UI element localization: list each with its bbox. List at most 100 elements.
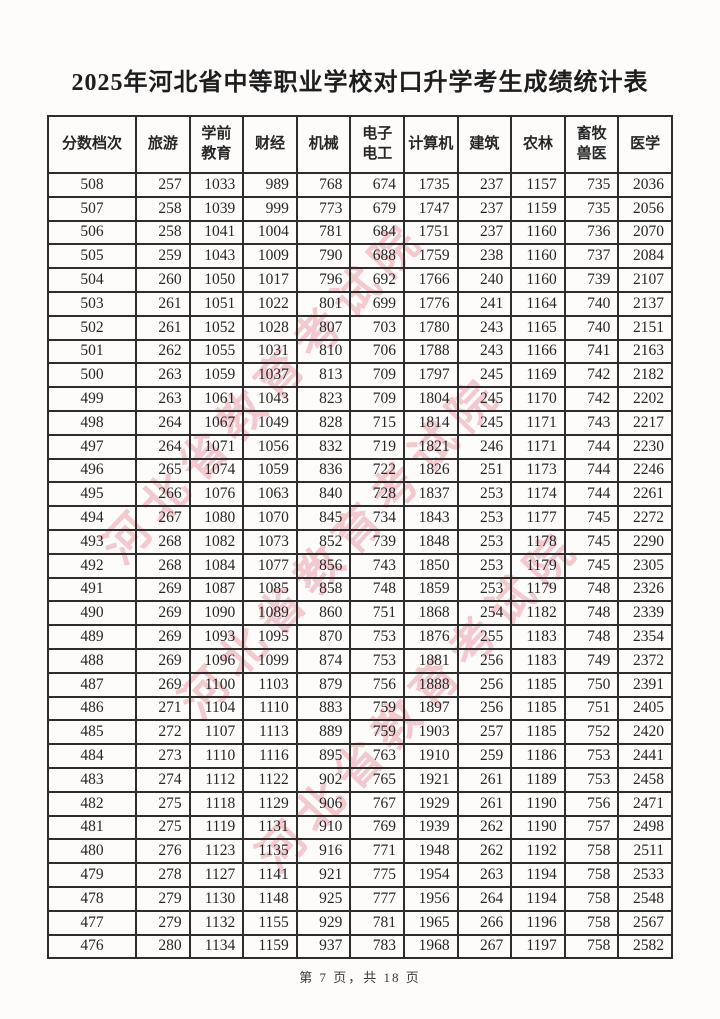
count-cell: 1004 bbox=[242, 219, 298, 246]
count-cell: 2272 bbox=[617, 505, 673, 531]
score-level-cell: 485 bbox=[47, 719, 138, 746]
count-cell: 1160 bbox=[510, 219, 566, 246]
count-cell: 828 bbox=[295, 409, 352, 436]
count-cell: 722 bbox=[349, 457, 405, 484]
count-cell: 1017 bbox=[242, 267, 298, 293]
count-cell: 773 bbox=[295, 195, 352, 222]
count-cell: 801 bbox=[295, 290, 352, 317]
count-cell: 275 bbox=[135, 814, 191, 841]
count-cell: 1174 bbox=[510, 481, 566, 508]
count-cell: 1183 bbox=[510, 647, 566, 674]
count-cell: 874 bbox=[295, 647, 352, 674]
count-cell: 921 bbox=[295, 862, 352, 888]
count-cell: 241 bbox=[456, 290, 513, 317]
table-row: 508 257 1033 989 768 674 1735 237 1157 735 2036 bbox=[47, 172, 673, 198]
count-cell: 251 bbox=[456, 457, 513, 484]
count-cell: 1876 bbox=[403, 624, 459, 650]
count-cell: 1070 bbox=[242, 505, 298, 531]
count-cell: 2202 bbox=[617, 386, 673, 412]
table-row: 484 273 1110 1116 895 763 1910 259 1186 753 2441 bbox=[47, 743, 673, 769]
count-cell: 832 bbox=[295, 433, 352, 460]
count-cell: 759 bbox=[349, 719, 405, 746]
table-row: 502 261 1052 1028 807 703 1780 243 1165 740 2151 bbox=[47, 314, 673, 341]
count-cell: 763 bbox=[349, 743, 405, 769]
column-header: 分数档次 bbox=[47, 115, 138, 174]
count-cell: 1112 bbox=[188, 766, 245, 793]
count-cell: 266 bbox=[135, 481, 191, 508]
score-level-cell: 500 bbox=[47, 362, 138, 389]
count-cell: 253 bbox=[456, 481, 513, 508]
count-cell: 753 bbox=[349, 624, 405, 650]
count-cell: 845 bbox=[295, 505, 352, 531]
count-cell: 1085 bbox=[242, 576, 298, 603]
count-cell: 262 bbox=[135, 338, 191, 365]
count-cell: 1939 bbox=[403, 814, 459, 841]
count-cell: 268 bbox=[135, 552, 191, 579]
score-level-cell: 501 bbox=[47, 338, 138, 365]
score-level-cell: 493 bbox=[47, 528, 138, 555]
score-level-cell: 482 bbox=[47, 790, 138, 817]
score-level-cell: 499 bbox=[47, 386, 138, 412]
count-cell: 1103 bbox=[242, 671, 298, 698]
count-cell: 910 bbox=[295, 814, 352, 841]
score-level-cell: 481 bbox=[47, 814, 138, 841]
count-cell: 1056 bbox=[242, 433, 298, 460]
count-cell: 889 bbox=[295, 719, 352, 746]
table-row: 494 267 1080 1070 845 734 1843 253 1177 745 2272 bbox=[47, 505, 673, 531]
count-cell: 674 bbox=[349, 172, 405, 198]
count-cell: 765 bbox=[349, 766, 405, 793]
count-cell: 1110 bbox=[188, 743, 245, 769]
table-row: 500 263 1059 1037 813 709 1797 245 1169 742 2182 bbox=[47, 362, 673, 389]
count-cell: 1157 bbox=[510, 172, 566, 198]
count-cell: 1850 bbox=[403, 552, 459, 579]
score-level-cell: 487 bbox=[47, 671, 138, 698]
count-cell: 272 bbox=[135, 719, 191, 746]
count-cell: 728 bbox=[349, 481, 405, 508]
column-header: 建筑 bbox=[456, 115, 513, 174]
count-cell: 246 bbox=[456, 433, 513, 460]
count-cell: 1797 bbox=[403, 362, 459, 389]
count-cell: 709 bbox=[349, 386, 405, 412]
count-cell: 1814 bbox=[403, 409, 459, 436]
count-cell: 2163 bbox=[617, 338, 673, 365]
count-cell: 256 bbox=[456, 647, 513, 674]
count-cell: 758 bbox=[563, 862, 620, 888]
count-cell: 1165 bbox=[510, 314, 566, 341]
count-cell: 271 bbox=[135, 695, 191, 722]
count-cell: 757 bbox=[563, 814, 620, 841]
count-cell: 767 bbox=[349, 790, 405, 817]
count-cell: 2441 bbox=[617, 743, 673, 769]
count-cell: 2567 bbox=[617, 909, 673, 936]
count-cell: 1043 bbox=[188, 243, 245, 270]
count-cell: 748 bbox=[349, 576, 405, 603]
count-cell: 2458 bbox=[617, 766, 673, 793]
count-cell: 1160 bbox=[510, 267, 566, 293]
count-cell: 813 bbox=[295, 362, 352, 389]
count-cell: 703 bbox=[349, 314, 405, 341]
count-cell: 1881 bbox=[403, 647, 459, 674]
count-cell: 1804 bbox=[403, 386, 459, 412]
count-cell: 756 bbox=[349, 671, 405, 698]
table-row: 499 263 1061 1043 823 709 1804 245 1170 742 2202 bbox=[47, 386, 673, 412]
count-cell: 257 bbox=[456, 719, 513, 746]
count-cell: 1061 bbox=[188, 386, 245, 412]
count-cell: 2420 bbox=[617, 719, 673, 746]
count-cell: 1052 bbox=[188, 314, 245, 341]
count-cell: 276 bbox=[135, 838, 191, 865]
count-cell: 1071 bbox=[188, 433, 245, 460]
count-cell: 243 bbox=[456, 338, 513, 365]
count-cell: 1166 bbox=[510, 338, 566, 365]
count-cell: 263 bbox=[456, 862, 513, 888]
count-cell: 259 bbox=[456, 743, 513, 769]
count-cell: 1194 bbox=[510, 885, 566, 912]
table-row: 491 269 1087 1085 858 748 1859 253 1179 748 2326 bbox=[47, 576, 673, 603]
count-cell: 989 bbox=[242, 172, 298, 198]
column-header: 机械 bbox=[295, 115, 352, 174]
count-cell: 759 bbox=[349, 695, 405, 722]
count-cell: 758 bbox=[563, 885, 620, 912]
count-cell: 245 bbox=[456, 362, 513, 389]
column-header: 学前 教育 bbox=[188, 115, 245, 174]
count-cell: 1099 bbox=[242, 647, 298, 674]
count-cell: 1100 bbox=[188, 671, 245, 698]
